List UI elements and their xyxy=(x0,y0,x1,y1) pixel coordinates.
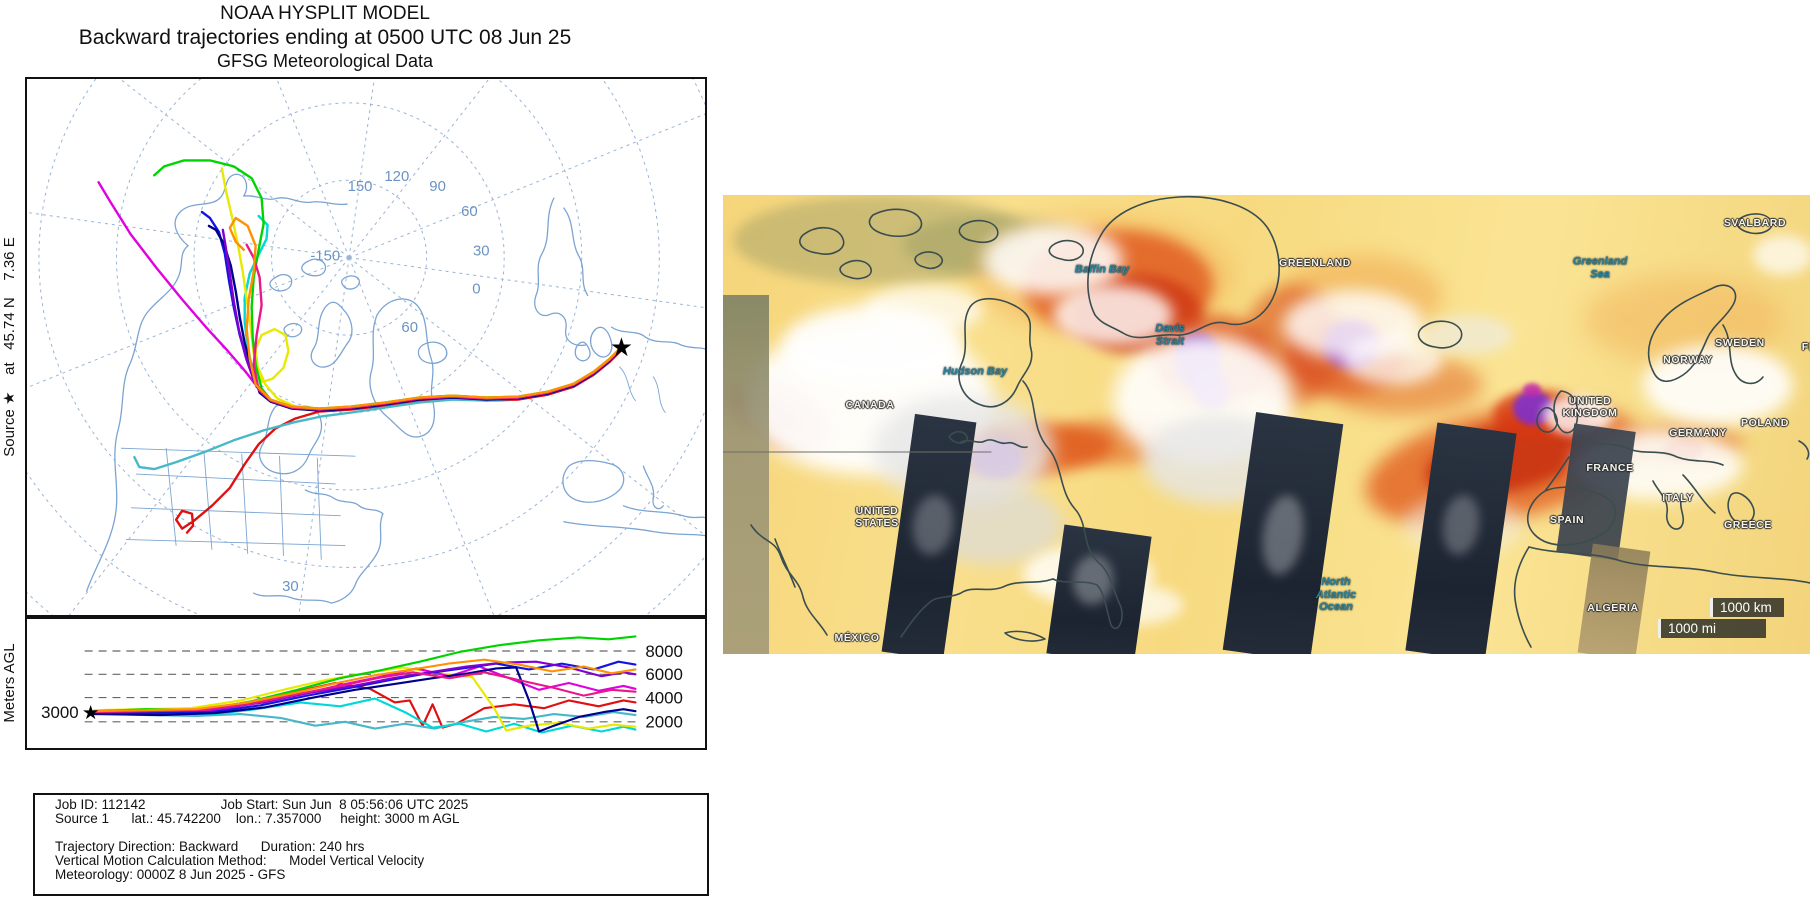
profile-trajectory-line xyxy=(93,711,637,730)
source-star-icon: ★ xyxy=(610,333,633,363)
height-tick-label: 8000 xyxy=(645,642,683,661)
meridian-line xyxy=(119,79,350,259)
graticule-grid xyxy=(27,79,705,615)
scale-bar-mi: 1000 mi xyxy=(1658,619,1766,638)
info-job-line: Job ID: 112142 Job Start: Sun Jun 8 05:5… xyxy=(55,797,469,812)
profile-trajectory-line xyxy=(93,666,637,733)
place-label-poland: POLAND xyxy=(1741,416,1789,429)
water-label-north-atlantic-ocean: North Atlantic Ocean xyxy=(1315,576,1357,614)
place-label-germany: GERMANY xyxy=(1669,426,1727,439)
meridian-line xyxy=(348,79,375,258)
water-label-hudson-bay: Hudson Bay xyxy=(942,365,1008,378)
info-meteorology-line: Meteorology: 0000Z 8 Jun 2025 - GFS xyxy=(55,867,286,882)
place-label-greenland: GREENLAND xyxy=(1279,256,1351,269)
meridian-line xyxy=(27,211,350,259)
trajectory-map: 150 120 90 60 30 0 -150 60 30 ★ xyxy=(27,79,705,615)
info-source-line: Source 1 lat.: 45.742200 lon.: 7.357000 … xyxy=(55,811,460,826)
place-label-svalbard: SVALBARD xyxy=(1723,216,1787,229)
graticule-label: 150 xyxy=(348,179,373,195)
map-y-axis-label: Source ★ at 45.74 N 7.36 E xyxy=(1,237,18,457)
info-direction-line: Trajectory Direction: Backward Duration:… xyxy=(55,839,365,854)
place-label-spain: SPAIN xyxy=(1549,513,1585,526)
profile-trajectory-line xyxy=(93,671,637,714)
place-label-france: FRANCE xyxy=(1586,461,1634,474)
trajectory-map-panel: 150 120 90 60 30 0 -150 60 30 ★ xyxy=(25,77,707,617)
trajectory-line xyxy=(228,216,623,410)
trajectory-line xyxy=(243,214,623,411)
place-label-m-xico: MÉXICO xyxy=(834,631,880,644)
water-label-davis-strait: Davis Strait xyxy=(1155,322,1185,347)
height-tick-labels: 8000 6000 4000 2000 3000 xyxy=(41,642,683,732)
title-line-2: Backward trajectories ending at 0500 UTC… xyxy=(78,26,572,49)
place-label-canada: CANADA xyxy=(845,398,895,411)
graticule-label: 30 xyxy=(473,244,490,260)
meridian-line xyxy=(349,257,705,309)
latitude-circle xyxy=(116,79,583,491)
meridian-line xyxy=(276,79,350,258)
height-tick-label: 4000 xyxy=(645,689,683,708)
info-blank-line xyxy=(55,826,707,840)
satellite-coastlines xyxy=(723,195,1810,648)
title-line-1: NOAA HYSPLIT MODEL xyxy=(220,3,430,24)
meridian-line xyxy=(68,257,350,615)
meridian-line xyxy=(348,113,705,259)
meridian-line xyxy=(348,257,495,615)
source-star-profile: ★ xyxy=(82,701,100,724)
graticule-label: 90 xyxy=(429,179,446,195)
info-vertical-line: Vertical Motion Calculation Method: Mode… xyxy=(55,853,425,868)
place-label-norway: NORWAY xyxy=(1663,353,1713,366)
place-label-united-states: UNITED STATES xyxy=(855,504,899,529)
height-tick-label: 6000 xyxy=(645,665,683,684)
graticule-label: -150 xyxy=(310,249,340,265)
profile-trajectory-lines xyxy=(93,635,637,734)
source-star-icon: ★ xyxy=(82,701,100,724)
trajectory-line xyxy=(133,347,623,471)
hysplit-title-block: NOAA HYSPLIT MODEL Backward trajectories… xyxy=(25,2,625,72)
meridian-line xyxy=(27,257,350,389)
meridian-line xyxy=(348,257,705,536)
meridian-line xyxy=(298,257,350,615)
scale-bar-km: 1000 km xyxy=(1710,598,1784,617)
height-tick-label: 2000 xyxy=(645,713,683,732)
graticule-label: 60 xyxy=(401,320,418,336)
place-label-fi: FI xyxy=(1801,340,1810,353)
profile-y-axis-label: Meters AGL xyxy=(1,643,18,723)
trajectory-line xyxy=(221,228,623,411)
start-height-label: 3000 xyxy=(41,703,79,722)
trajectory-line xyxy=(220,167,623,410)
water-label-greenland-sea: Greenland Sea xyxy=(1572,255,1628,280)
place-label-algeria: ALGERIA xyxy=(1587,601,1639,614)
trajectory-line xyxy=(207,224,623,412)
place-label-italy: ITALY xyxy=(1662,491,1694,504)
place-label-sweden: SWEDEN xyxy=(1715,336,1765,349)
terrain-strip-left xyxy=(723,295,769,654)
run-info-box: Job ID: 112142 Job Start: Sun Jun 8 05:5… xyxy=(33,793,709,896)
height-profile-panel: 8000 6000 4000 2000 3000 ★ xyxy=(25,617,707,750)
height-profile: 8000 6000 4000 2000 3000 ★ xyxy=(41,635,683,734)
graticule-label: 60 xyxy=(461,204,478,220)
trajectory-line xyxy=(174,348,623,534)
source-star-map: ★ xyxy=(610,333,633,363)
profile-trajectory-line xyxy=(93,681,637,729)
trajectory-lines xyxy=(97,159,623,534)
title-line-3: GFSG Meteorological Data xyxy=(216,51,434,71)
water-label-baffin-bay: Baffin Bay xyxy=(1074,263,1130,276)
meridian-line xyxy=(348,79,490,258)
graticule-label: 30 xyxy=(282,579,299,595)
graticule-labels: 150 120 90 60 30 0 -150 60 30 xyxy=(282,169,489,595)
place-label-greece: GREECE xyxy=(1724,518,1772,531)
satellite-aerosol-image: Baffin Bay Davis Strait Hudson Bay Greenlan… xyxy=(723,195,1810,654)
profile-trajectory-line xyxy=(93,658,637,713)
graticule-label: 120 xyxy=(384,169,409,185)
place-label-united-kingdom: UNITED KINGDOM xyxy=(1562,394,1618,419)
graticule-label: 0 xyxy=(472,281,480,297)
